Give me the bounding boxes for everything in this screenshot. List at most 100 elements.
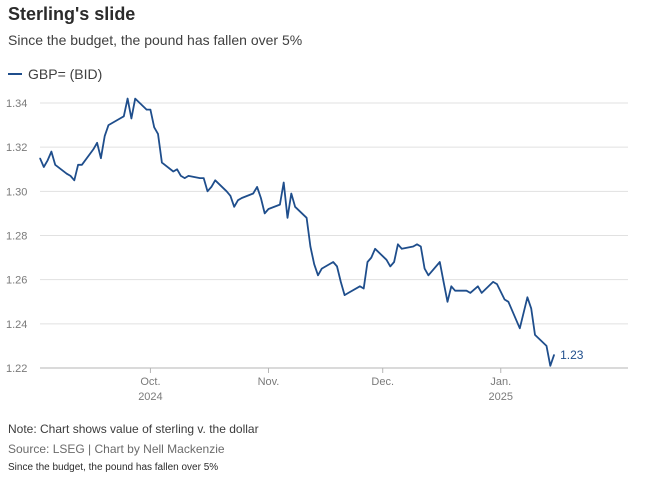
data-point bbox=[340, 281, 342, 283]
data-point bbox=[134, 97, 136, 100]
data-point bbox=[290, 192, 292, 195]
data-point bbox=[100, 157, 102, 159]
y-axis-ticks: 1.22 1.24 1.26 1.28 1.30 1.32 1.34 bbox=[6, 98, 27, 375]
chart-note: Note: Chart shows value of sterling v. t… bbox=[8, 422, 259, 436]
data-point bbox=[393, 261, 395, 263]
data-point bbox=[317, 274, 319, 276]
data-point bbox=[359, 285, 361, 287]
data-point bbox=[241, 197, 243, 199]
data-point bbox=[260, 197, 262, 199]
x-axis-ticks: Oct. 2024 Nov. Dec. Jan. 2025 bbox=[138, 368, 513, 403]
x-tick-label: Dec. bbox=[371, 376, 394, 388]
data-point bbox=[279, 203, 281, 206]
data-point bbox=[389, 265, 391, 268]
chart-caption: Since the budget, the pound has fallen o… bbox=[8, 462, 219, 473]
data-point bbox=[526, 296, 529, 298]
x-tick-year: 2024 bbox=[138, 391, 162, 403]
data-point bbox=[332, 261, 334, 263]
data-point bbox=[446, 301, 449, 303]
data-point bbox=[73, 179, 75, 181]
data-point bbox=[530, 307, 532, 309]
y-tick-label: 1.30 bbox=[6, 186, 27, 198]
y-tick-label: 1.34 bbox=[6, 98, 27, 110]
legend-label: GBP= (BID) bbox=[28, 66, 103, 82]
end-value-label: 1.23 bbox=[560, 348, 584, 362]
data-point bbox=[492, 281, 494, 283]
data-point bbox=[374, 248, 376, 250]
data-point bbox=[153, 126, 155, 128]
data-point bbox=[107, 124, 110, 126]
data-point bbox=[146, 109, 148, 111]
data-point bbox=[439, 261, 441, 263]
data-point bbox=[39, 157, 41, 159]
data-point bbox=[130, 117, 132, 120]
data-point bbox=[503, 298, 506, 301]
data-point bbox=[534, 334, 536, 336]
legend: GBP= (BID) bbox=[8, 66, 102, 82]
data-point bbox=[184, 177, 186, 179]
data-point bbox=[47, 159, 49, 162]
data-point bbox=[267, 208, 270, 210]
data-point bbox=[477, 285, 479, 287]
data-point bbox=[313, 263, 315, 265]
data-point bbox=[96, 142, 98, 144]
data-point bbox=[229, 195, 231, 197]
x-tick-label: Nov. bbox=[258, 376, 280, 388]
data-point bbox=[450, 285, 452, 287]
data-point bbox=[119, 117, 121, 120]
data-point bbox=[469, 292, 471, 294]
data-point bbox=[496, 283, 498, 285]
data-point bbox=[283, 181, 285, 184]
data-point bbox=[237, 199, 239, 201]
data-point bbox=[161, 162, 163, 164]
data-point bbox=[252, 192, 254, 195]
data-point bbox=[420, 245, 422, 248]
data-point bbox=[401, 248, 403, 250]
data-point bbox=[363, 287, 365, 290]
x-tick-label: Oct. bbox=[140, 376, 160, 388]
data-point bbox=[309, 245, 311, 248]
legend-swatch bbox=[8, 73, 22, 75]
series-line bbox=[39, 97, 555, 367]
y-tick-label: 1.28 bbox=[6, 231, 27, 243]
data-point bbox=[69, 175, 72, 177]
data-point bbox=[81, 164, 83, 166]
y-tick-label: 1.26 bbox=[6, 275, 27, 287]
series-layer: 1.23 bbox=[39, 97, 584, 367]
chart-source: Source: LSEG | Chart by Nell Mackenzie bbox=[8, 442, 225, 456]
data-point bbox=[104, 135, 106, 137]
data-point bbox=[176, 168, 178, 170]
data-point bbox=[305, 217, 308, 219]
data-point bbox=[172, 170, 174, 173]
data-point bbox=[549, 365, 551, 367]
data-point bbox=[412, 245, 414, 248]
x-tick-year: 2025 bbox=[489, 391, 513, 403]
data-point bbox=[523, 312, 525, 314]
data-point bbox=[347, 292, 350, 294]
data-point bbox=[321, 268, 323, 270]
data-point bbox=[225, 190, 228, 192]
y-tick-label: 1.32 bbox=[6, 142, 27, 154]
data-point bbox=[187, 175, 190, 177]
data-point bbox=[92, 148, 94, 150]
data-point bbox=[66, 173, 68, 175]
data-point bbox=[123, 115, 125, 117]
data-point bbox=[519, 327, 521, 329]
data-point bbox=[424, 268, 426, 270]
data-point bbox=[545, 345, 548, 347]
x-tick-label: Jan. bbox=[490, 376, 511, 388]
data-point bbox=[507, 301, 509, 303]
data-point bbox=[397, 243, 399, 245]
y-tick-label: 1.24 bbox=[6, 319, 27, 331]
data-point bbox=[203, 177, 205, 179]
data-point bbox=[427, 274, 430, 276]
data-point bbox=[264, 212, 266, 215]
chart-title: Sterling's slide bbox=[8, 4, 136, 24]
data-point bbox=[366, 261, 369, 263]
data-point bbox=[214, 179, 216, 181]
data-point bbox=[50, 150, 53, 153]
data-point bbox=[465, 290, 468, 292]
data-point bbox=[416, 243, 418, 245]
data-point bbox=[336, 265, 338, 268]
